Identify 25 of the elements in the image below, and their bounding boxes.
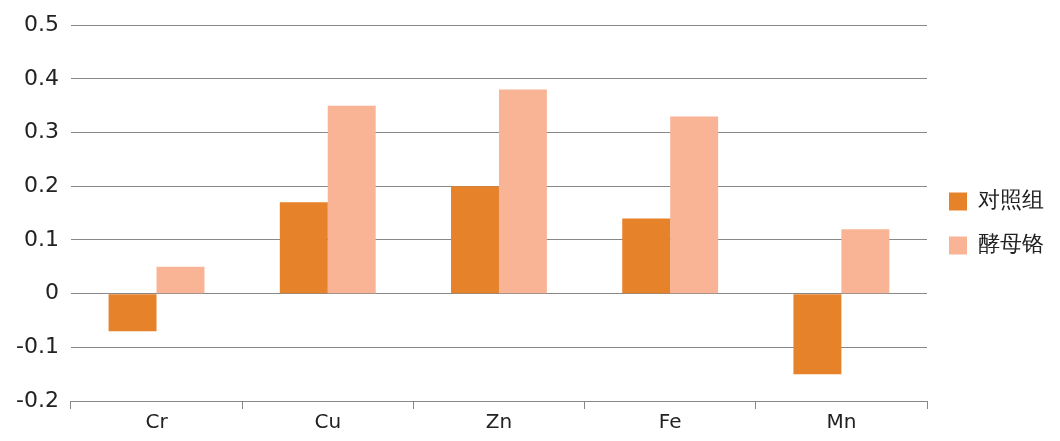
bar — [793, 294, 842, 375]
y-tick-label: 0.4 — [23, 64, 59, 90]
y-tick-label: 0.3 — [23, 118, 59, 144]
y-tick-label: -0.2 — [15, 386, 59, 412]
y-tick-label: -0.1 — [15, 333, 59, 359]
bar — [841, 229, 890, 294]
x-tick-label: Cu — [314, 409, 342, 434]
y-tick-label: 0 — [44, 279, 59, 305]
x-tick-label: Cr — [145, 409, 169, 434]
y-tick-label: 0.1 — [23, 225, 59, 251]
legend-label: 酵母铬 — [978, 231, 1044, 257]
bar — [670, 116, 719, 294]
y-tick-label: 0.5 — [23, 10, 59, 36]
bar — [451, 186, 499, 294]
y-tick-label: 0.2 — [23, 171, 59, 197]
bar — [498, 89, 547, 294]
bar — [108, 294, 157, 332]
legend-label: 对照组 — [978, 187, 1044, 213]
x-tick-label: Zn — [485, 409, 513, 434]
bar — [327, 105, 376, 294]
x-tick-label: Fe — [658, 409, 682, 434]
x-tick-label: Mn — [826, 409, 857, 434]
bar — [622, 218, 671, 294]
bar — [279, 202, 328, 294]
bar — [156, 266, 205, 294]
